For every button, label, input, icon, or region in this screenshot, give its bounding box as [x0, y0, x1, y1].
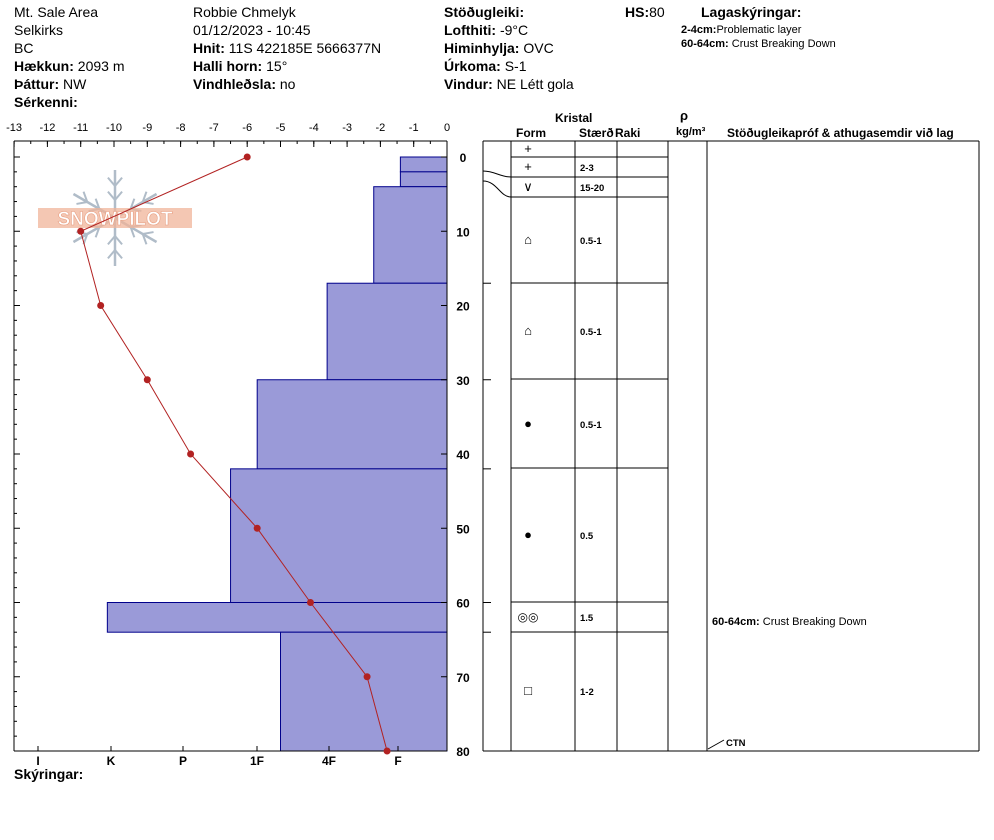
- crystal-form-symbol: □: [524, 683, 532, 698]
- hardness-bar-6: [106, 602, 448, 633]
- crystal-size: 0.5-1: [580, 236, 602, 247]
- crystal-form-symbol: ◎◎: [518, 610, 539, 624]
- specifics-label: Sérkenni:: [14, 94, 78, 110]
- layer-connector: [482, 180, 512, 198]
- hardness-tick-label: F: [394, 754, 401, 768]
- depth-tick-label: 60: [456, 597, 470, 611]
- hardness-tick-label: 1F: [250, 754, 264, 768]
- observer: Robbie Chmelyk: [193, 4, 296, 20]
- comment-layer: 60-64cm: Crust Breaking Down: [712, 616, 867, 628]
- depth-tick-label: 10: [456, 225, 470, 239]
- datetime: 01/12/2023 - 10:45: [193, 22, 311, 38]
- crystal-size: 0.5-1: [580, 420, 602, 431]
- temp-tick-label: -9: [142, 122, 152, 134]
- temp-tick-label: -6: [242, 122, 252, 134]
- sky-cover: Himinhylja: OVC: [444, 40, 554, 56]
- air-temp: Lofthiti: -9°C: [444, 22, 529, 38]
- hardness-tick-label: K: [107, 754, 116, 768]
- hardness-tick-label: I: [36, 754, 39, 768]
- layer-connector: [482, 170, 512, 178]
- range: Selkirks: [14, 22, 64, 38]
- notes-label: Skýringar:: [14, 766, 84, 782]
- region: BC: [14, 40, 34, 56]
- depth-tick-label: 30: [456, 374, 470, 388]
- hardness-bar-5: [230, 468, 448, 603]
- crystal-size: 1-2: [580, 687, 594, 698]
- comments-header: Stöðugleikapróf & athugasemdir við lag: [727, 126, 954, 140]
- temperature-point: [187, 450, 195, 458]
- logo-text: SNOWPILOT: [57, 209, 172, 230]
- temperature-point: [77, 227, 85, 235]
- temperature-point: [243, 153, 251, 161]
- layer-note-2: 60-64cm: Crust Breaking Down: [681, 38, 836, 50]
- temperature-point: [363, 673, 371, 681]
- depth-tick-label: 0: [460, 151, 467, 165]
- coordinates: Hnit: 11S 422185E 5666377N: [193, 40, 382, 56]
- depth-tick-label: 40: [456, 448, 470, 462]
- crystal-form-symbol: ∨: [523, 179, 533, 194]
- layer-notes-title: Lagaskýringar:: [701, 4, 802, 20]
- crystal-form-symbol: ●: [524, 416, 532, 431]
- snow-height: HS:80: [625, 4, 665, 20]
- location: Mt. Sale Area: [14, 4, 99, 20]
- elevation: Hækkun: 2093 m: [14, 58, 125, 74]
- temp-tick-label: -4: [309, 122, 319, 134]
- precipitation: Úrkoma: S-1: [444, 58, 527, 74]
- aspect: Þáttur: NW: [14, 76, 87, 92]
- hardness-tick-label: P: [179, 754, 187, 768]
- temp-tick-label: -5: [276, 122, 286, 134]
- crystal-form-symbol: ●: [524, 527, 532, 542]
- temperature-point: [97, 302, 105, 309]
- hardness-bar-0: [399, 156, 448, 173]
- depth-tick-label: 50: [456, 522, 470, 536]
- crystal-size: 0.5: [580, 531, 594, 542]
- temp-tick-label: 0: [444, 122, 450, 134]
- hardness-bar-3: [326, 282, 448, 381]
- crystal-form-symbol: ⌂: [524, 232, 532, 247]
- hardness-bar-2: [373, 186, 448, 284]
- temp-tick-label: -7: [209, 122, 219, 134]
- wind: Vindur: NE Létt gola: [444, 76, 574, 92]
- temp-tick-label: -12: [39, 122, 55, 134]
- form-header: Form: [516, 126, 546, 140]
- crystal-header: Kristal: [555, 111, 593, 125]
- temperature-point: [383, 747, 391, 755]
- temperature-point: [306, 599, 314, 606]
- size-header: Stærð: [579, 126, 614, 140]
- temp-tick-label: -2: [376, 122, 386, 134]
- temp-tick-label: -8: [176, 122, 186, 134]
- density-symbol: ρ: [680, 108, 689, 123]
- crystal-form-symbol: +: [524, 141, 532, 156]
- crystal-size: 1.5: [580, 613, 594, 624]
- hardness-tick-label: 4F: [322, 754, 336, 768]
- temp-tick-label: -11: [73, 122, 88, 134]
- depth-tick-label: 20: [456, 300, 470, 314]
- temp-tick-label: -3: [342, 122, 352, 134]
- stability-label: Stöðugleiki:: [444, 4, 525, 20]
- temperature-point: [253, 524, 261, 532]
- hardness-bar-1: [399, 171, 448, 188]
- temp-tick-label: -13: [6, 122, 22, 134]
- layer-note-1: 2-4cm:Problematic layer: [681, 24, 802, 36]
- moisture-header: Raki: [615, 126, 641, 140]
- wind-loading: Vindhleðsla: no: [193, 76, 296, 92]
- depth-tick-label: 70: [456, 671, 470, 685]
- depth-tick-label: 80: [456, 745, 470, 759]
- temperature-point: [143, 376, 151, 384]
- crystal-size: 15-20: [580, 183, 604, 194]
- snowpilot-logo: SNOWPILOT: [38, 170, 192, 266]
- hardness-bar-4: [256, 379, 448, 470]
- crystal-size: 2-3: [580, 163, 594, 174]
- temp-tick-label: -10: [106, 122, 122, 134]
- crystal-size: 0.5-1: [580, 327, 602, 338]
- ground-arrow: [707, 739, 725, 750]
- density-unit: kg/m³: [676, 126, 706, 138]
- hardness-bar-7: [280, 631, 448, 752]
- crystal-form-symbol: ⌂: [524, 323, 532, 338]
- slope: Halli horn: 15°: [193, 58, 288, 74]
- crystal-form-symbol: +: [524, 159, 532, 174]
- temp-tick-label: -1: [409, 122, 419, 134]
- ground-label: CTN: [726, 738, 746, 749]
